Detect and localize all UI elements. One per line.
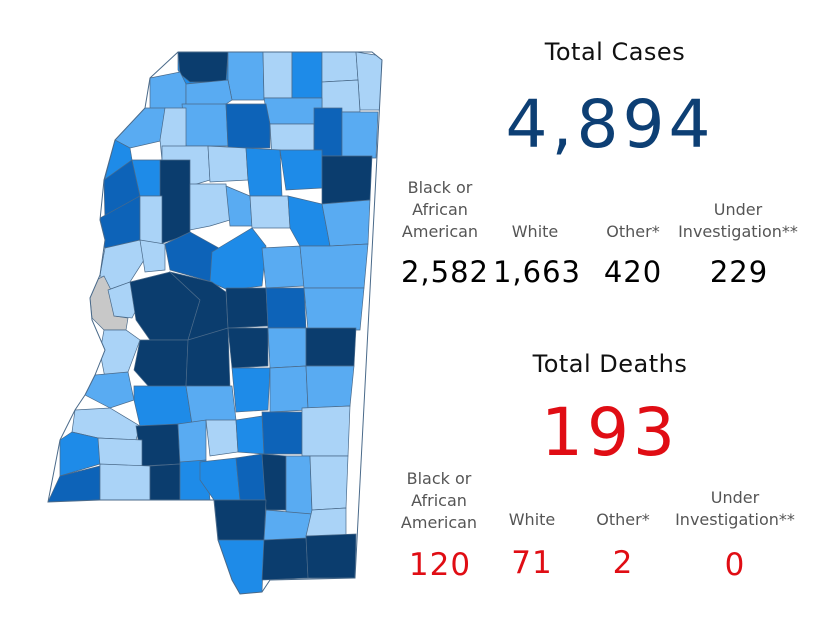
deaths-value-under-investigation: 0 [724, 547, 746, 583]
county-shape [261, 537, 309, 581]
county-shape [355, 52, 382, 111]
county-shape [159, 159, 191, 245]
county-shape [235, 453, 267, 501]
county-shape [99, 329, 141, 379]
county-shape [279, 149, 323, 191]
cases-value-other: 420 [603, 255, 663, 289]
county-shape [313, 107, 343, 157]
cases-value-white: 1,663 [492, 255, 582, 289]
total-cases-title: Total Cases [544, 38, 686, 66]
deaths-label-white: White [508, 510, 556, 529]
county-shape [97, 437, 143, 467]
deaths-label-other: Other* [596, 510, 650, 529]
cases-label-white: White [511, 222, 559, 241]
county-shape [299, 243, 369, 289]
county-shape [225, 185, 253, 227]
county-shape [177, 419, 207, 465]
county-shape [205, 419, 239, 457]
county-shape [309, 455, 349, 511]
mississippi-county-map [47, 51, 383, 595]
county-shape [99, 463, 151, 501]
county-shape [231, 367, 271, 413]
county-shape [321, 52, 359, 83]
deaths-value-black: 120 [408, 547, 472, 583]
county-shape [225, 287, 269, 329]
county-shape [84, 371, 135, 409]
county-shape [303, 287, 365, 331]
cases-label-under-investigation: Under Investigation** [678, 200, 798, 241]
county-shape [305, 365, 355, 409]
county-shape [267, 327, 307, 369]
county-shape [301, 405, 351, 457]
county-shape [285, 455, 313, 515]
county-shape [305, 507, 347, 537]
county-shape [245, 147, 283, 197]
deaths-label-black: Black or African American [400, 469, 478, 532]
county-shape [149, 71, 187, 111]
county-shape [265, 287, 307, 329]
cases-value-under-investigation: 229 [709, 255, 769, 289]
county-shape [291, 52, 323, 99]
cases-label-other: Other* [606, 222, 660, 241]
county-shape [177, 52, 229, 83]
county-shape [321, 79, 361, 113]
cases-label-black: Black or African American [401, 178, 479, 241]
state-outline [47, 51, 383, 595]
county-shape [321, 199, 371, 247]
county-shape [263, 509, 313, 541]
county-shape [249, 195, 291, 229]
county-shape [261, 245, 305, 289]
county-shape [207, 145, 249, 183]
deaths-label-under-investigation: Under Investigation** [675, 488, 795, 529]
county-shape [135, 423, 181, 467]
county-shape [181, 103, 229, 147]
county-shape [235, 415, 265, 455]
county-shape [263, 97, 323, 125]
county-shape [133, 385, 193, 427]
county-shape [209, 227, 267, 291]
county-shape [269, 365, 309, 413]
county-shape [227, 52, 265, 101]
county-shape [321, 155, 373, 205]
county-shape [189, 183, 231, 231]
county-shape [185, 385, 237, 425]
total-deaths-title: Total Deaths [532, 350, 688, 378]
deaths-value-white: 71 [511, 545, 553, 581]
county-shape [305, 533, 357, 579]
county-shape [225, 103, 271, 149]
county-shape [217, 539, 265, 594]
county-shape [305, 327, 357, 367]
county-shape [262, 52, 293, 99]
county-shape [149, 463, 181, 501]
county-shape [341, 111, 379, 159]
county-shape [139, 239, 166, 273]
county-shape [227, 327, 269, 369]
cases-value-black: 2,582 [400, 255, 490, 289]
county-shape [133, 339, 189, 389]
county-shape [261, 411, 303, 455]
deaths-value-other: 2 [612, 545, 634, 581]
total-cases-value: 4,894 [505, 86, 715, 163]
total-deaths-value: 193 [541, 394, 679, 471]
